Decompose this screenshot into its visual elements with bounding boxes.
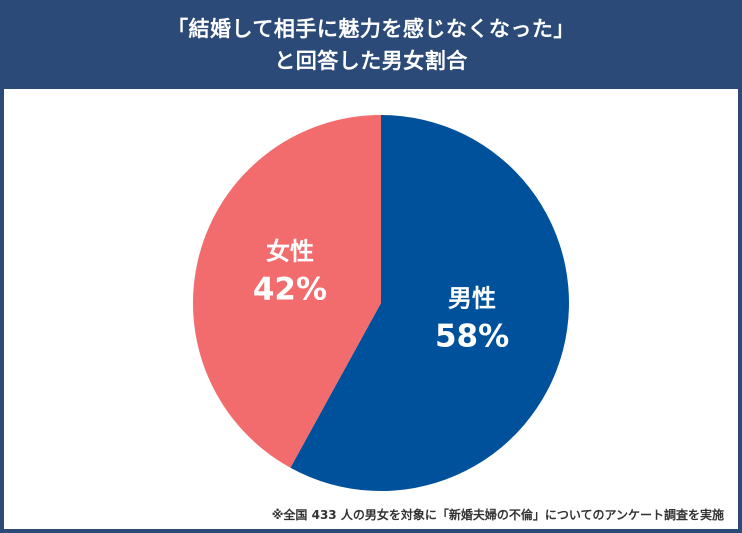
pie-value-female: 42%: [253, 272, 327, 308]
pie-slice-male: [290, 115, 569, 491]
chart-title-line1: 「結婚して相手に魅力を感じなくなった」: [167, 16, 575, 41]
pie-slice-female: [193, 115, 381, 468]
chart-header: 「結婚して相手に魅力を感じなくなった」 と回答した男女割合: [0, 0, 742, 89]
pie-label-female: 女性: [266, 238, 314, 266]
pie-chart: 男性 58% 女性 42%: [193, 115, 569, 491]
footnote: ※全国 433 人の男女を対象に「新婚夫婦の不倫」についてのアンケート調査を実施: [271, 508, 724, 522]
pie-value-male: 58%: [435, 318, 509, 354]
pie-label-male: 男性: [448, 284, 496, 312]
chart-title-line2: と回答した男女割合: [274, 48, 468, 73]
